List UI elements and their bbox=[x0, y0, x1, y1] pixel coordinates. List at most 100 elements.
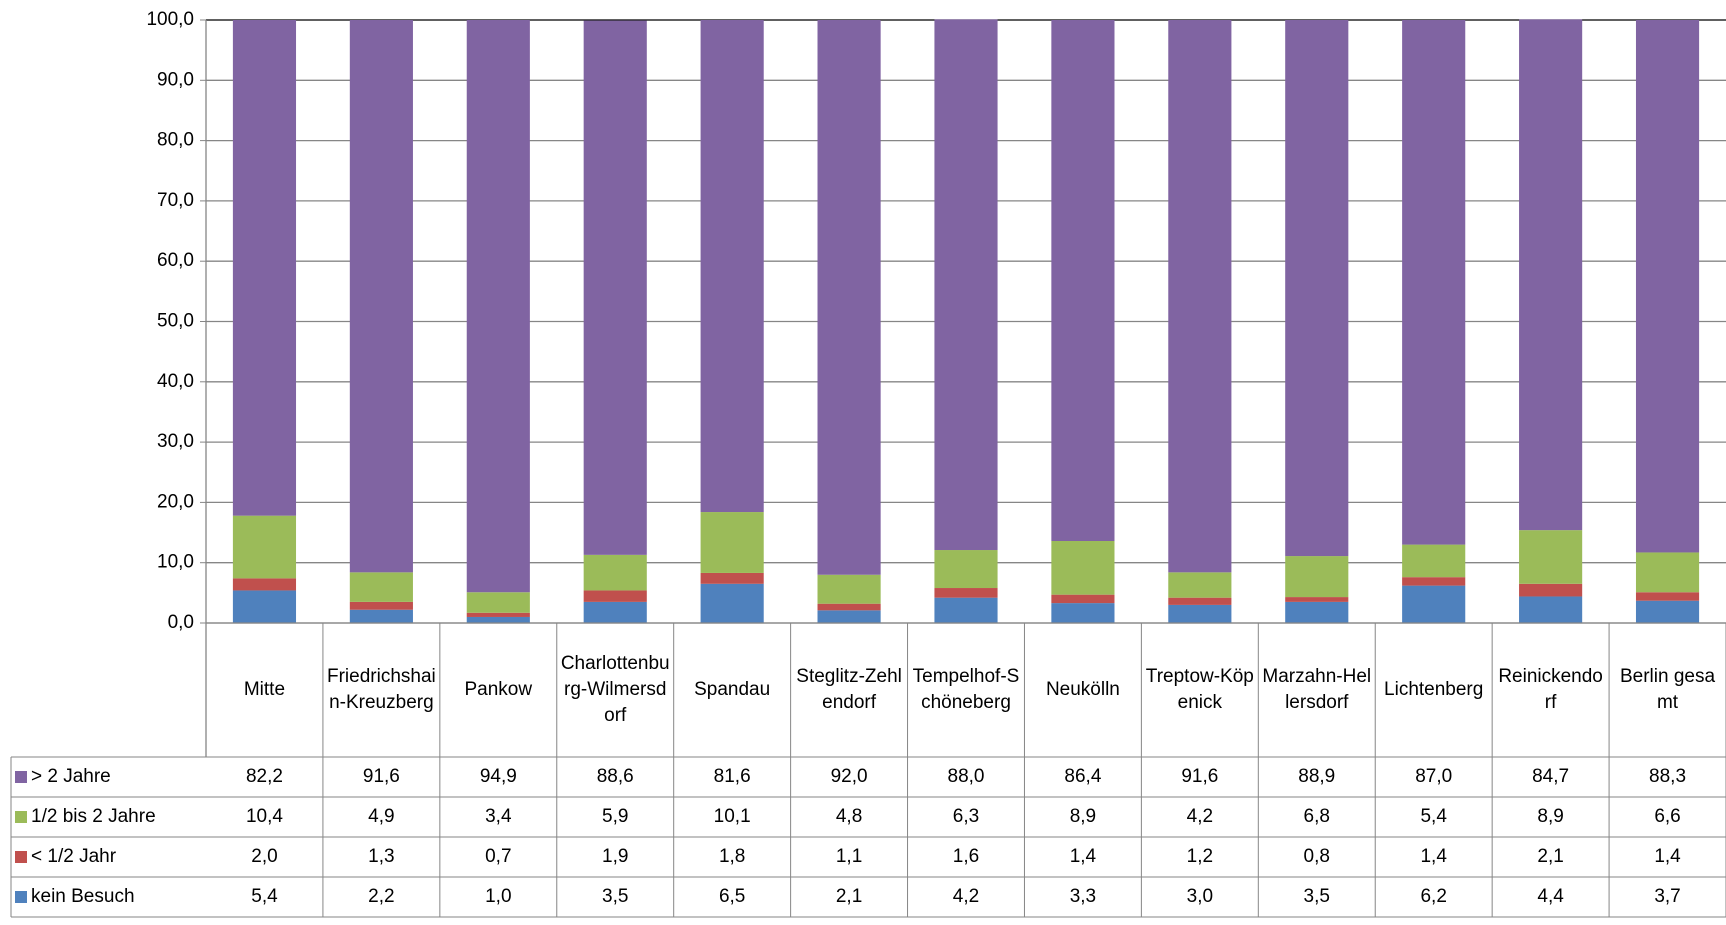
bar-segment bbox=[1635, 552, 1700, 593]
table-value: 1,4 bbox=[1420, 846, 1447, 867]
table-value: 3,5 bbox=[602, 886, 629, 907]
table-value: 3,5 bbox=[1303, 886, 1330, 907]
bar-segment bbox=[700, 20, 764, 513]
bar-segment bbox=[1519, 583, 1583, 597]
bar-segment bbox=[583, 590, 647, 602]
bar-segment bbox=[583, 20, 647, 555]
bar-segment bbox=[1168, 604, 1232, 623]
category-label: Charlottenburg-Wilmersdorf bbox=[560, 653, 670, 726]
legend-label: < 1/2 Jahr bbox=[31, 846, 117, 867]
table-value: 8,9 bbox=[1537, 806, 1564, 827]
bar-segment bbox=[1285, 556, 1349, 598]
bar-segment bbox=[232, 515, 297, 579]
bar-segment bbox=[1051, 594, 1115, 604]
legend-entry: > 2 Jahre bbox=[11, 757, 206, 797]
legend-key bbox=[15, 851, 27, 863]
legend-label: kein Besuch bbox=[31, 886, 135, 907]
table-value: 6,5 bbox=[718, 886, 746, 907]
category-label: Treptow-Köpenick bbox=[1145, 666, 1254, 713]
bar-segment bbox=[817, 574, 881, 604]
table-value: 2,2 bbox=[368, 886, 395, 907]
bar-segment bbox=[1402, 577, 1466, 586]
table-value: 0,8 bbox=[1303, 846, 1330, 867]
table-value: 5,9 bbox=[602, 806, 629, 827]
table-value: 3,4 bbox=[485, 806, 512, 827]
legend-entry: 1/2 bis 2 Jahre bbox=[11, 797, 206, 837]
bar-segment bbox=[1285, 597, 1349, 602]
bar-segment bbox=[232, 20, 297, 516]
y-tick-label: 40,0 bbox=[157, 371, 194, 392]
bar-segment bbox=[817, 20, 881, 575]
category-label: Steglitz-Zehlendorf bbox=[796, 666, 902, 713]
bar-segment bbox=[466, 616, 530, 623]
bar-segment bbox=[232, 590, 297, 623]
category-label: Reinickendorf bbox=[1498, 666, 1603, 713]
table-value: 8,9 bbox=[1069, 806, 1097, 827]
category-label: Pankow bbox=[464, 679, 533, 700]
bar-segment bbox=[232, 578, 297, 591]
bar-segment bbox=[1051, 540, 1115, 595]
bar-segment bbox=[700, 583, 764, 623]
table-value: 4,8 bbox=[835, 806, 863, 827]
bar-segment bbox=[817, 610, 881, 623]
table-value: 1,6 bbox=[952, 846, 980, 867]
bar-segment bbox=[1635, 600, 1700, 623]
table-value: 3,7 bbox=[1654, 886, 1681, 907]
table-value: 10,1 bbox=[713, 806, 751, 827]
bar-segment bbox=[700, 512, 764, 573]
table-value: 2,1 bbox=[835, 886, 863, 907]
y-tick-label: 50,0 bbox=[157, 311, 194, 332]
bar-segment bbox=[1519, 530, 1583, 584]
legend-entry: kein Besuch bbox=[11, 877, 206, 917]
table-value: 88,3 bbox=[1649, 766, 1687, 787]
table-value: 5,4 bbox=[251, 886, 278, 907]
y-tick-label: 20,0 bbox=[157, 491, 194, 512]
bar-segment bbox=[466, 20, 530, 593]
bar-segment bbox=[1635, 592, 1700, 601]
category-label: Marzahn-Hellersdorf bbox=[1262, 666, 1372, 713]
table-value: 88,9 bbox=[1298, 766, 1336, 787]
bar-segment bbox=[349, 20, 413, 573]
table-value: 2,0 bbox=[251, 846, 278, 867]
table-value: 91,6 bbox=[1181, 766, 1219, 787]
bar-segment bbox=[700, 572, 764, 584]
table-value: 0,7 bbox=[485, 846, 512, 867]
category-label: Spandau bbox=[694, 679, 771, 700]
bar-segment bbox=[349, 601, 413, 610]
table-value: 88,0 bbox=[947, 766, 985, 787]
table-value: 82,2 bbox=[245, 766, 283, 787]
table-value: 1,3 bbox=[368, 846, 395, 867]
category-label: Mitte bbox=[243, 679, 286, 700]
table-value: 1,1 bbox=[835, 846, 863, 867]
bar-segment bbox=[934, 550, 998, 589]
bar-segment bbox=[934, 597, 998, 623]
bar-segment bbox=[1168, 572, 1232, 598]
table-value: 1,4 bbox=[1654, 846, 1681, 867]
bar-segment bbox=[1519, 596, 1583, 623]
table-value: 4,9 bbox=[368, 806, 395, 827]
table-value: 91,6 bbox=[362, 766, 400, 787]
bar-segment bbox=[934, 19, 998, 551]
bar-segment bbox=[1402, 20, 1466, 545]
legend-key bbox=[15, 891, 27, 903]
category-label: Tempelhof-Schöneberg bbox=[912, 666, 1020, 713]
legend-label: 1/2 bis 2 Jahre bbox=[31, 806, 156, 827]
table-value: 6,8 bbox=[1303, 806, 1330, 827]
table-value: 87,0 bbox=[1415, 766, 1453, 787]
legend-key bbox=[15, 771, 27, 783]
bar-segment bbox=[1285, 601, 1349, 623]
table-value: 6,2 bbox=[1420, 886, 1447, 907]
bar-segment bbox=[466, 612, 530, 617]
y-tick-label: 80,0 bbox=[157, 130, 194, 151]
legend-entry: < 1/2 Jahr bbox=[11, 837, 206, 877]
bar-segment bbox=[1168, 20, 1232, 573]
bar-segment bbox=[1402, 585, 1466, 623]
bar-segment bbox=[349, 572, 413, 602]
bar-segment bbox=[1402, 544, 1466, 578]
category-label: Lichtenberg bbox=[1384, 679, 1484, 700]
table-value: 94,9 bbox=[479, 766, 517, 787]
bar-segment bbox=[1051, 20, 1115, 541]
bar-segment bbox=[1635, 20, 1700, 553]
